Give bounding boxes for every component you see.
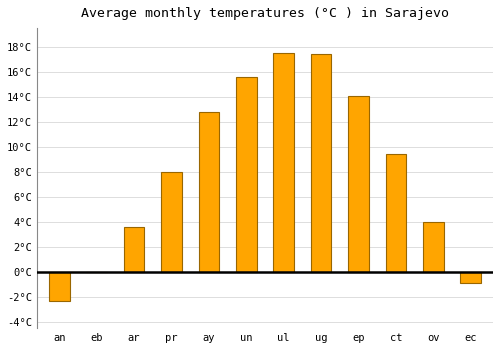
Bar <box>348 96 368 272</box>
Bar <box>423 222 444 272</box>
Bar <box>161 172 182 272</box>
Bar <box>236 77 256 272</box>
Bar <box>124 227 144 272</box>
Title: Average monthly temperatures (°C ) in Sarajevo: Average monthly temperatures (°C ) in Sa… <box>81 7 449 20</box>
Bar <box>49 272 70 301</box>
Bar <box>460 272 481 283</box>
Bar <box>198 112 219 272</box>
Bar <box>386 154 406 272</box>
Bar <box>274 53 294 272</box>
Bar <box>310 54 332 272</box>
